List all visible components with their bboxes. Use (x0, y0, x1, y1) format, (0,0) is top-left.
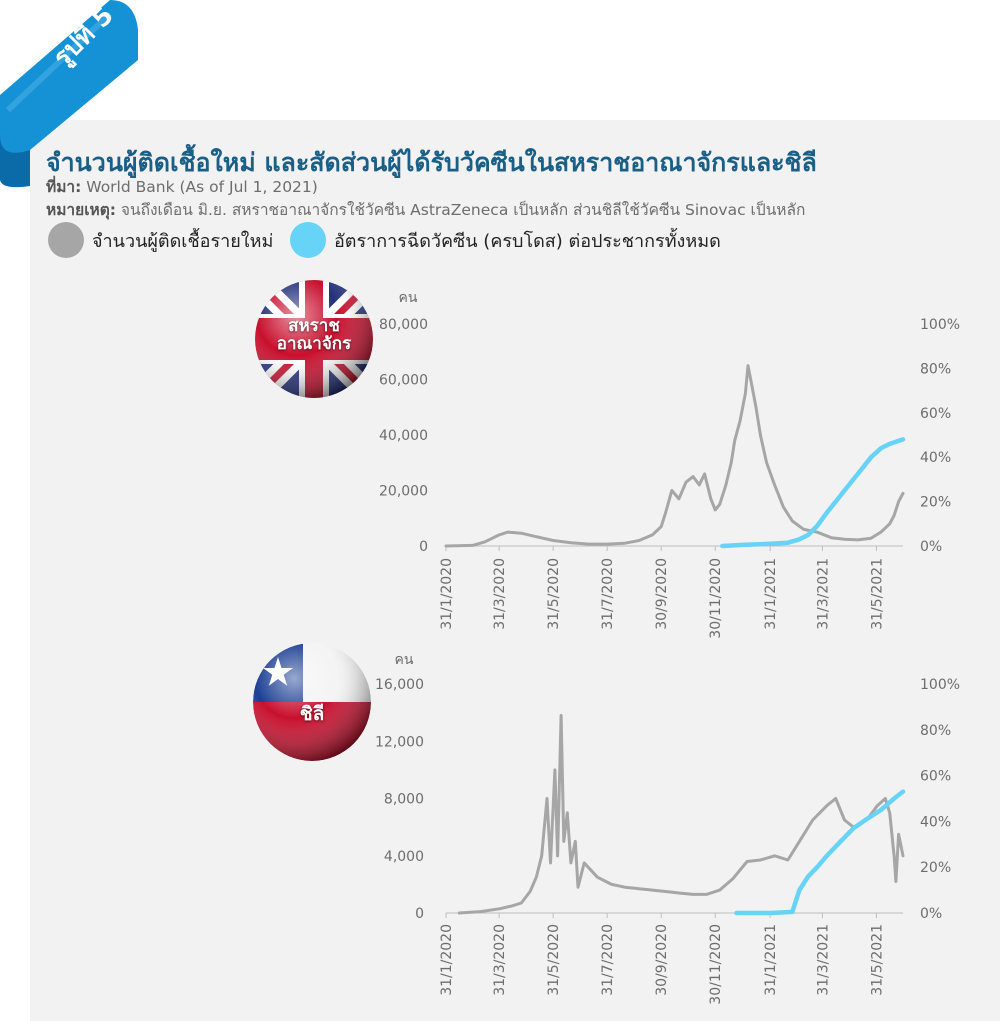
uk-x-tick-label: 31/1/2020 (439, 558, 455, 630)
uk-y2-tick-label: 20% (920, 495, 951, 511)
chile-flag-ball-icon: ชิลี (253, 643, 371, 761)
legend-item-vaccination: อัตราการฉีดวัคซีน (ครบโดส) ต่อประชากรทั้… (290, 222, 721, 258)
uk-new-cases-line (444, 364, 905, 548)
uk-country-label: สหราช อาณาจักร (276, 316, 352, 354)
uk-y2-tick-label: 60% (920, 406, 951, 422)
uk-y-tick-label: 20,000 (379, 484, 428, 500)
uk-flag-ball-icon: สหราช อาณาจักร (255, 280, 373, 398)
chile-y2-tick-label: 80% (920, 723, 951, 739)
uk-x-tick-label: 31/1/2021 (763, 558, 779, 630)
uk-x-tick-label: 31/5/2021 (869, 558, 885, 630)
legend-swatch-gray (48, 222, 84, 258)
uk-y-tick-label: 60,000 (379, 373, 428, 389)
uk-x-tick-label: 31/5/2020 (546, 558, 562, 630)
uk-x-tick-label: 31/7/2020 (600, 558, 616, 630)
uk-y-tick-label: 80,000 (379, 317, 428, 333)
chile-vaccination-line (734, 789, 906, 916)
chile-x-tick-label: 31/5/2020 (546, 924, 562, 996)
uk-y-unit-label: คน (399, 290, 418, 306)
source-note: ที่มา: World Bank (As of Jul 1, 2021) (46, 178, 318, 196)
uk-y-tick-label: 40,000 (379, 428, 428, 444)
chile-y-tick-label: 0 (415, 906, 424, 922)
chart-title: จำนวนผู้ติดเชื้อใหม่ และสัดส่วนผู้ได้รับ… (46, 148, 817, 177)
chile-country-label: ชิลี (299, 703, 325, 725)
chile-y-tick-label: 8,000 (384, 792, 424, 808)
chile-x-tick-label: 30/11/2020 (708, 924, 724, 1005)
uk-y2-tick-label: 40% (920, 450, 951, 466)
figure-number-ribbon (0, 0, 138, 188)
chile-y2-tick-label: 0% (920, 906, 942, 922)
chile-y2-tick-label: 20% (920, 860, 951, 876)
uk-y2-tick-label: 0% (920, 539, 942, 555)
remark-note: หมายเหตุ: จนถึงเดือน มิ.ย. สหราชอาณาจักร… (46, 201, 806, 219)
chile-x-tick-label: 30/9/2020 (654, 924, 670, 996)
uk-y-tick-label: 0 (419, 539, 428, 555)
uk-x-tick-label: 30/9/2020 (654, 558, 670, 630)
chile-y-unit-label: คน (395, 652, 414, 668)
chile-new-cases-line (457, 714, 905, 915)
legend-swatch-blue (290, 222, 326, 258)
uk-vaccination-line (720, 437, 906, 549)
uk-y2-tick-label: 80% (920, 361, 951, 377)
uk-x-tick-label: 31/3/2020 (492, 558, 508, 630)
uk-x-tick-label: 30/11/2020 (708, 558, 724, 639)
chile-y-tick-label: 4,000 (384, 849, 424, 865)
uk-y2-tick-label: 100% (920, 317, 960, 333)
chile-x-tick-label: 31/7/2020 (600, 924, 616, 996)
chile-x-tick-label: 31/3/2021 (815, 924, 831, 996)
chile-y-tick-label: 16,000 (375, 677, 424, 693)
legend-item-new-cases: จำนวนผู้ติดเชื้อรายใหม่ (48, 222, 273, 258)
chile-x-tick-label: 31/3/2020 (492, 924, 508, 996)
content-panel (30, 120, 1000, 1021)
chile-x-tick-label: 31/1/2020 (439, 924, 455, 996)
chile-x-tick-label: 31/1/2021 (763, 924, 779, 996)
chile-y-tick-label: 12,000 (375, 734, 424, 750)
chile-y2-tick-label: 60% (920, 769, 951, 785)
chile-y2-tick-label: 100% (920, 677, 960, 693)
chile-x-tick-label: 31/5/2021 (869, 924, 885, 996)
chile-y2-tick-label: 40% (920, 814, 951, 830)
uk-x-tick-label: 31/3/2021 (815, 558, 831, 630)
